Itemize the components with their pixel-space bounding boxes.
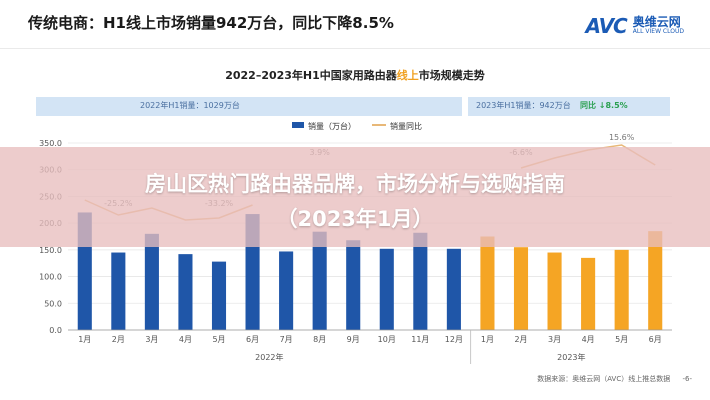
x-tick-label: 9月	[347, 335, 360, 344]
source-text: 数据来源：奥维云网（AVC）线上推总数据	[537, 375, 671, 383]
chart-title-suffix: 市场规模走势	[418, 69, 485, 82]
x-tick-label: 4月	[179, 335, 192, 344]
x-tick-label: 4月	[582, 335, 595, 344]
page-title: 传统电商：H1线上市场销量942万台，同比下降8.5%	[28, 14, 394, 32]
chart-title: 2022–2023年H1中国家用路由器线上市场规模走势	[0, 67, 710, 83]
bar	[312, 231, 327, 330]
band-2022-text: 2022年H1销量：1029万台	[140, 101, 240, 110]
year-label-2022: 2022年	[255, 352, 283, 362]
bar	[144, 233, 159, 330]
bar	[581, 257, 596, 330]
x-tick-label: 7月	[280, 335, 293, 344]
y-tick-label: 0.0	[49, 326, 62, 335]
x-tick-label: 8月	[313, 335, 326, 344]
yoy-label: 15.6%	[609, 133, 635, 142]
y-tick-label: 50.0	[44, 299, 62, 308]
band-2023-volume-text: 2023年H1销量：942万台	[476, 101, 571, 110]
legend-line-label: 销量同比	[390, 121, 422, 131]
bar	[446, 248, 461, 330]
bar	[379, 248, 394, 330]
x-tick-label: 1月	[481, 335, 494, 344]
bar	[211, 261, 227, 330]
banner-date: （2023年1月）	[276, 207, 434, 231]
banner-overlay	[0, 147, 710, 247]
x-tick-label: 2月	[514, 335, 527, 344]
x-tick-label: 11月	[411, 335, 429, 344]
bar	[547, 252, 562, 330]
bar	[111, 252, 126, 330]
bar	[648, 231, 663, 330]
x-tick-label: 3月	[145, 335, 158, 344]
page-number: -6-	[682, 375, 692, 383]
y-tick-label: 100.0	[39, 273, 62, 282]
avc-logo: AVC 奥维云网 ALL VIEW CLOUD	[585, 14, 684, 38]
y-tick-label: 150.0	[39, 246, 62, 255]
band-2022	[36, 97, 462, 116]
x-tick-label: 10月	[378, 335, 396, 344]
banner-title: 房山区热门路由器品牌，市场分析与选购指南	[145, 172, 565, 196]
header: 传统电商：H1线上市场销量942万台，同比下降8.5% AVC 奥维云网 ALL…	[0, 0, 710, 49]
logo-chinese-name: 奥维云网	[632, 15, 681, 29]
legend-bar-label: 销量（万台）	[308, 121, 356, 131]
bar	[413, 232, 428, 330]
x-tick-label: 3月	[548, 335, 561, 344]
bar	[480, 236, 495, 330]
x-tick-label: 2月	[112, 335, 125, 344]
source-note: 数据来源：奥维云网（AVC）线上推总数据 -6-	[537, 374, 692, 384]
logo-mark: AVC	[585, 14, 627, 38]
x-tick-label: 6月	[649, 335, 662, 344]
bar	[513, 247, 529, 330]
bar	[178, 254, 193, 330]
x-tick-label: 5月	[615, 335, 628, 344]
bar	[614, 249, 629, 330]
logo-english-name: ALL VIEW CLOUD	[632, 28, 684, 35]
bar	[346, 240, 361, 330]
x-tick-label: 12月	[445, 335, 463, 344]
y-tick-label: 350.0	[39, 139, 62, 148]
x-tick-label: 5月	[212, 335, 225, 344]
chart-title-highlight: 线上	[396, 69, 419, 82]
year-label-2023: 2023年	[557, 352, 585, 362]
x-tick-label: 6月	[246, 335, 259, 344]
band-2023	[468, 97, 670, 116]
x-tick-label: 1月	[78, 335, 91, 344]
legend-bar-swatch	[292, 122, 304, 128]
band-2023-yoy-text: 同比 ↓8.5%	[580, 101, 628, 110]
chart-title-prefix: 2022–2023年H1中国家用路由器	[225, 69, 397, 82]
bar	[279, 251, 294, 330]
